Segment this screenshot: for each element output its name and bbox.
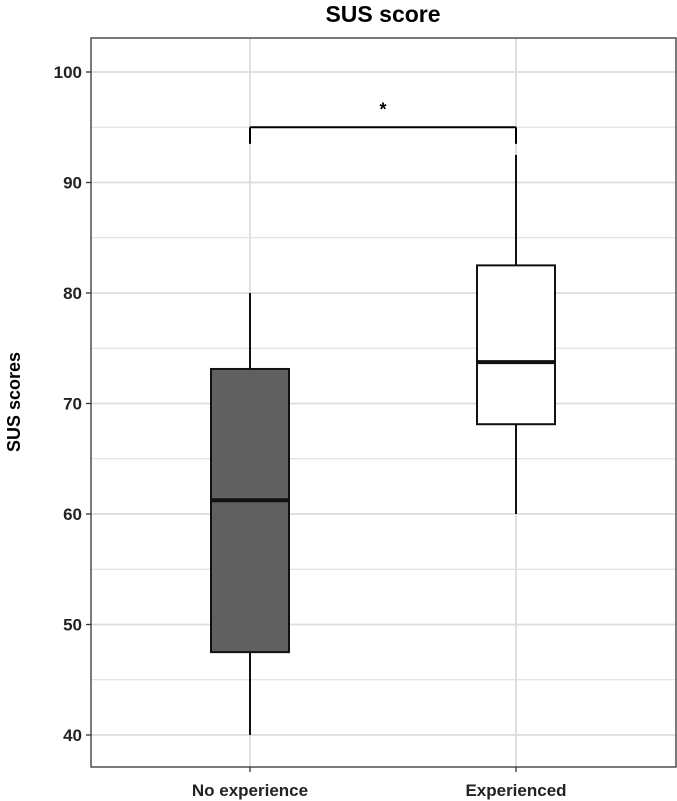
x-axis-ticks: No experience Experienced: [192, 767, 567, 800]
grid-lines: [91, 38, 676, 767]
y-axis-ticks: 40 50 60 70 80 90 100: [54, 63, 91, 745]
x-tick-label: Experienced: [465, 781, 566, 800]
box-no-experience: [210, 293, 290, 735]
iqr-box: [210, 367, 290, 654]
y-tick-label: 100: [54, 63, 82, 82]
significance-label: *: [379, 99, 386, 119]
panel-border: [90, 37, 677, 768]
y-tick-label: 70: [63, 395, 82, 414]
box-experienced: [476, 154, 556, 514]
y-tick-label: 40: [63, 726, 82, 745]
y-tick-label: 90: [63, 174, 82, 193]
y-tick-label: 80: [63, 284, 82, 303]
chart-title: SUS score: [325, 1, 440, 27]
y-tick-label: 50: [63, 616, 82, 635]
x-tick-label: No experience: [192, 781, 308, 800]
y-axis-title: SUS scores: [4, 352, 24, 452]
y-tick-label: 60: [63, 505, 82, 524]
iqr-box: [476, 264, 556, 426]
significance-annotation: *: [249, 99, 517, 144]
box-series: [210, 154, 556, 735]
